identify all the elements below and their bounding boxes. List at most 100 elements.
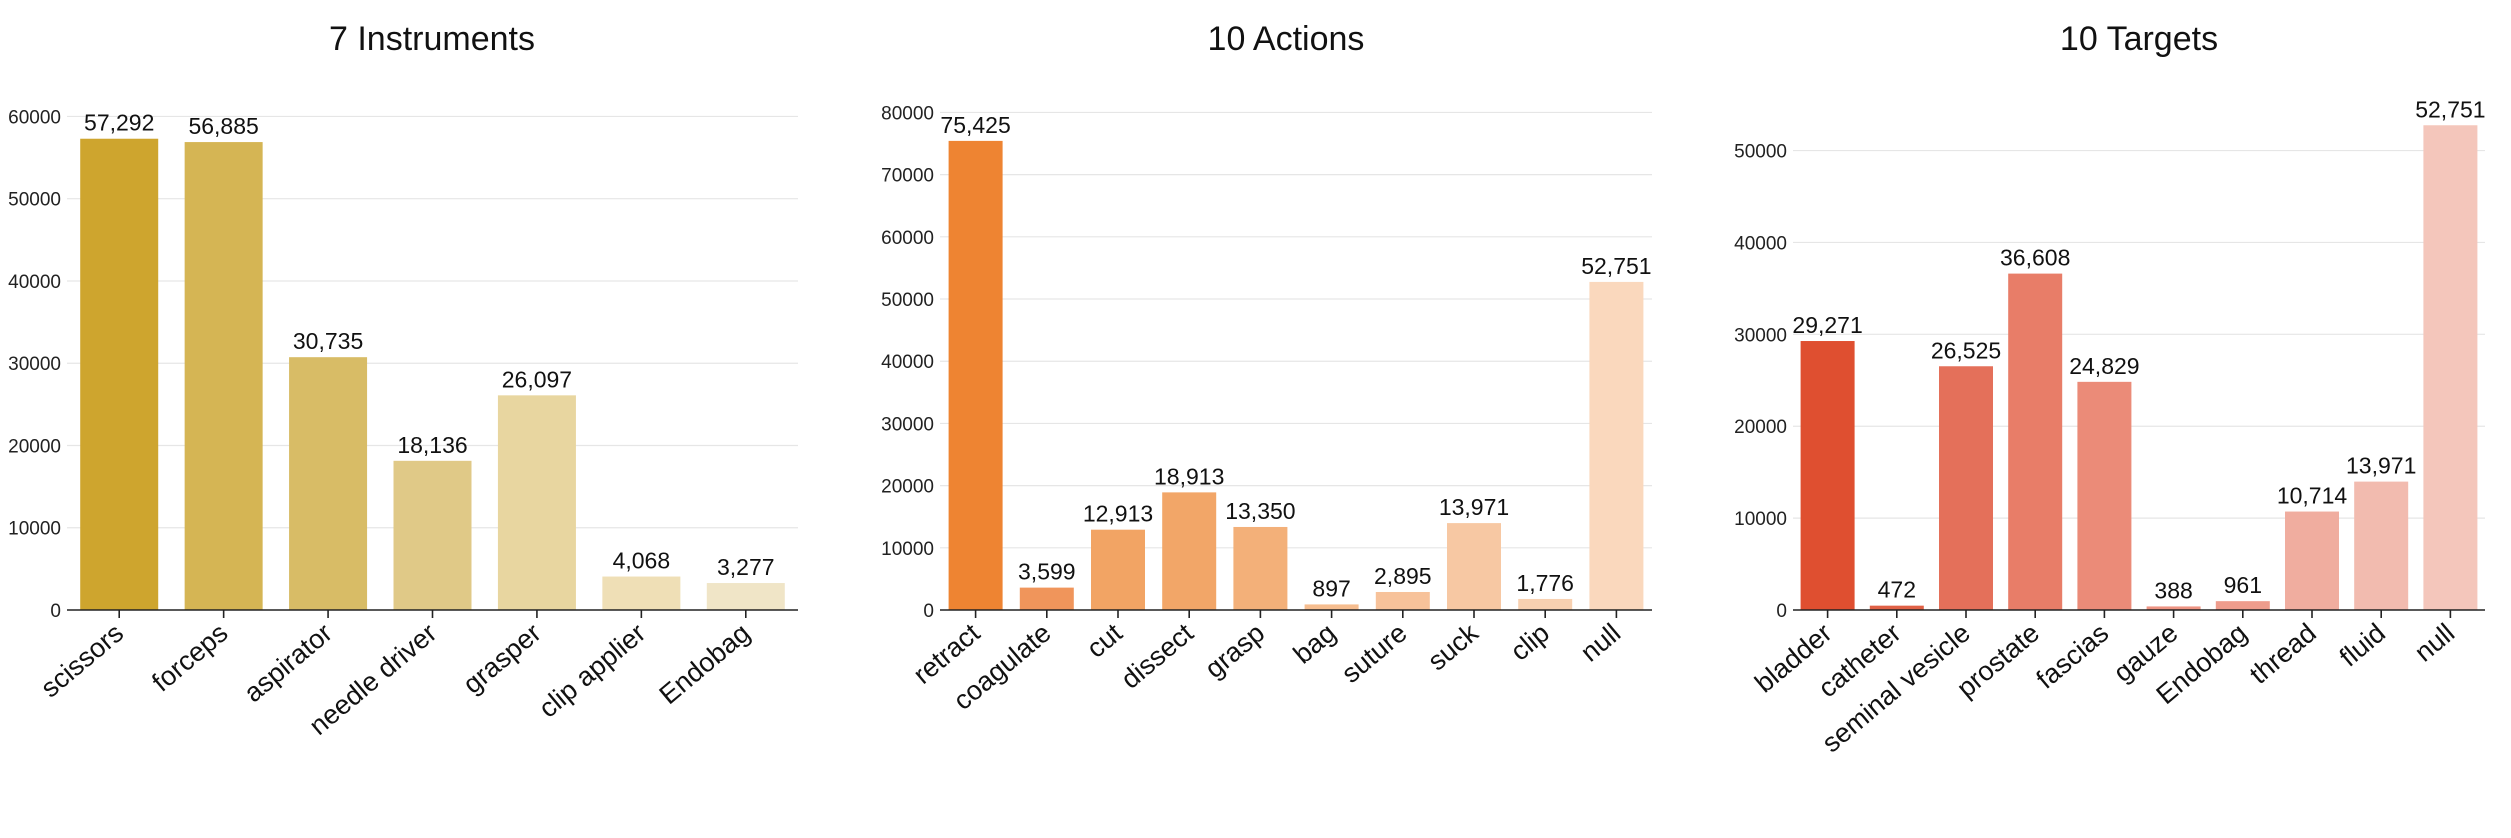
bar-bladder xyxy=(1800,341,1855,610)
y-tick-label: 80000 xyxy=(881,103,934,124)
y-tick-label: 10000 xyxy=(881,539,934,560)
value-label: 1,776 xyxy=(1516,570,1574,596)
y-tick-label: 20000 xyxy=(1734,417,1787,438)
value-label: 29,271 xyxy=(1792,312,1862,338)
y-tick-label: 20000 xyxy=(881,477,934,498)
bar-forceps xyxy=(184,142,263,610)
y-tick-label: 40000 xyxy=(1734,233,1787,254)
y-tick-label: 50000 xyxy=(1734,142,1787,163)
x-tick-label: grasp xyxy=(1199,618,1270,684)
bar-fluid xyxy=(2354,481,2409,610)
x-tick-label: grasper xyxy=(457,618,546,700)
value-label: 472 xyxy=(1878,577,1916,603)
x-tick-label: fluid xyxy=(2334,618,2391,673)
y-tick-label: 10000 xyxy=(1734,509,1787,530)
y-tick-label: 30000 xyxy=(881,414,934,435)
bar-clip-applier xyxy=(602,576,681,610)
bar-suture xyxy=(1375,591,1430,610)
value-label: 26,097 xyxy=(502,366,572,392)
value-label: 24,829 xyxy=(2069,353,2139,379)
value-label: 4,068 xyxy=(613,548,671,574)
bar-suck xyxy=(1447,523,1501,610)
y-tick-label: 20000 xyxy=(8,436,61,457)
bar-thread xyxy=(2285,511,2339,610)
value-label: 3,599 xyxy=(1018,559,1076,585)
value-label: 18,136 xyxy=(397,432,467,458)
actions-chart: 10 Actions 0 10000 20000 30000 40000 50000 600… xyxy=(881,20,1652,716)
instruments-chart: 7 Instruments 0 10000 20000 30000 40000 50000… xyxy=(8,20,798,741)
value-label: 56,885 xyxy=(188,113,258,139)
bar-catheter xyxy=(1869,605,1924,610)
value-label: 13,350 xyxy=(1225,498,1295,524)
value-label: 36,608 xyxy=(2000,245,2070,271)
y-tick-label: 40000 xyxy=(881,352,934,373)
x-tick-label: suck xyxy=(1422,617,1484,676)
bar-endobag xyxy=(706,583,785,610)
value-label: 12,913 xyxy=(1083,501,1153,527)
bar-fascias xyxy=(2077,381,2132,610)
bar-aspirator xyxy=(289,357,368,610)
bar-dissect xyxy=(1162,492,1217,610)
y-tick-label: 30000 xyxy=(1734,325,1787,346)
y-tick-label: 0 xyxy=(50,601,61,622)
value-label: 2,895 xyxy=(1374,563,1432,589)
value-label: 26,525 xyxy=(1931,337,2001,363)
x-tick-label: null xyxy=(1575,618,1626,668)
x-tick-label: suture xyxy=(1336,618,1413,689)
x-tick-label: dissect xyxy=(1115,617,1199,694)
chart-title: 10 Actions xyxy=(1208,20,1365,58)
x-tick-label: cut xyxy=(1081,617,1128,663)
bar-needle-driver xyxy=(393,460,472,610)
x-tick-label: fascias xyxy=(2031,618,2115,695)
value-label: 961 xyxy=(2224,572,2262,598)
y-tick-label: 60000 xyxy=(881,228,934,249)
x-tick-label: forceps xyxy=(146,618,233,698)
bar-gauze xyxy=(2146,606,2201,610)
y-tick-label: 0 xyxy=(923,601,934,622)
chart-title: 7 Instruments xyxy=(329,20,535,58)
bar-bag xyxy=(1304,604,1359,610)
bar-prostate xyxy=(2008,273,2063,610)
x-tick-label: clip xyxy=(1505,618,1555,667)
bar-clip xyxy=(1518,598,1573,610)
value-label: 3,277 xyxy=(717,554,775,580)
y-tick-label: 50000 xyxy=(8,190,61,211)
x-tick-label: thread xyxy=(2244,618,2322,690)
value-label: 30,735 xyxy=(293,328,363,354)
value-label: 57,292 xyxy=(84,110,154,136)
value-label: 52,751 xyxy=(1581,253,1651,279)
value-label: 18,913 xyxy=(1154,463,1224,489)
x-tick-label: clip applier xyxy=(533,618,651,724)
bar-null xyxy=(2423,125,2478,610)
y-tick-label: 0 xyxy=(1776,601,1787,622)
bar-retract xyxy=(948,140,1003,610)
x-tick-label: aspirator xyxy=(238,618,338,709)
y-tick-label: 40000 xyxy=(8,272,61,293)
bar-cut xyxy=(1091,529,1145,610)
value-label: 10,714 xyxy=(2277,483,2348,509)
y-tick-label: 60000 xyxy=(8,107,61,128)
bar-endobag xyxy=(2215,601,2270,610)
value-label: 52,751 xyxy=(2415,96,2485,122)
value-label: 13,971 xyxy=(2346,453,2416,479)
bar-grasp xyxy=(1233,526,1288,610)
bar-null xyxy=(1589,281,1644,610)
y-tick-label: 70000 xyxy=(881,166,934,187)
bar-grasper xyxy=(497,395,576,610)
bar-seminal-vesicle xyxy=(1939,366,1993,610)
x-tick-label: Endobag xyxy=(654,618,756,710)
value-label: 388 xyxy=(2154,577,2192,603)
bar-scissors xyxy=(80,138,159,610)
value-label: 897 xyxy=(1312,575,1350,601)
chart-title: 10 Targets xyxy=(2060,20,2218,58)
x-tick-label: bag xyxy=(1288,618,1342,670)
targets-chart: 10 Targets 0 10000 20000 30000 40000 50000 29,… xyxy=(1734,20,2485,758)
value-label: 13,971 xyxy=(1439,494,1509,520)
bar-coagulate xyxy=(1019,587,1074,610)
value-label: 75,425 xyxy=(940,112,1010,138)
x-tick-label: null xyxy=(2409,618,2460,668)
x-tick-label: scissors xyxy=(35,618,129,704)
y-tick-label: 30000 xyxy=(8,354,61,375)
y-tick-label: 50000 xyxy=(881,290,934,311)
